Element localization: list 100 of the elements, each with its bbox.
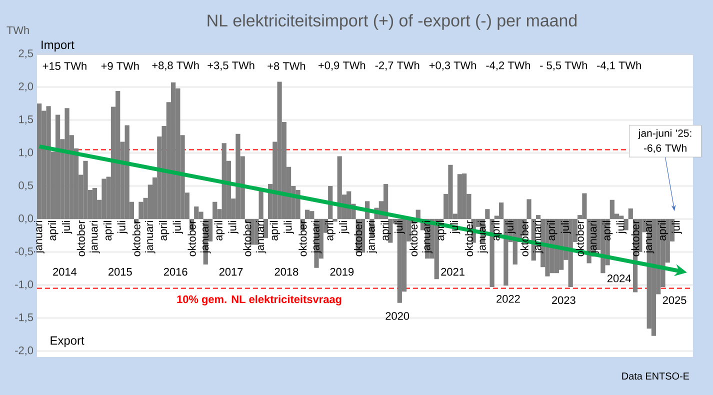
x-tick-label: oktober bbox=[409, 220, 418, 256]
text: Import bbox=[42, 40, 74, 52]
annotation: 2017 bbox=[219, 268, 243, 276]
bar bbox=[170, 82, 176, 220]
bar bbox=[37, 104, 42, 220]
x-tick-label: juli bbox=[172, 220, 184, 234]
x-tick-label: juli bbox=[450, 220, 460, 234]
x-tick-label: januari bbox=[422, 220, 432, 254]
annotation: +3,5 TWh bbox=[208, 61, 254, 71]
annotation: 2020 bbox=[386, 312, 410, 320]
x-tick-label: april bbox=[602, 220, 613, 240]
bar bbox=[498, 202, 504, 220]
x-tick-label: januari bbox=[34, 220, 44, 254]
bar bbox=[304, 210, 310, 220]
x-tick-label: januari bbox=[311, 220, 322, 254]
annotation: +9 TWh bbox=[101, 62, 139, 70]
y-tick-label: -1,5 bbox=[15, 314, 34, 322]
annotation: 2019 bbox=[330, 268, 354, 276]
bar bbox=[536, 215, 541, 220]
annotation: +8 TWh bbox=[268, 62, 306, 70]
x-tick-label: oktober bbox=[132, 220, 140, 256]
x-tick-label: april bbox=[492, 220, 502, 240]
y-tick-label: 1,0 bbox=[19, 148, 34, 158]
annotation: 2021 bbox=[441, 268, 464, 276]
x-tick-label: juli bbox=[672, 220, 682, 234]
bar bbox=[258, 190, 264, 220]
x-tick-label: april bbox=[104, 220, 114, 240]
x-tick-label: april bbox=[48, 220, 58, 240]
x-tick-label: oktober bbox=[520, 220, 528, 256]
x-tick-label: april bbox=[547, 220, 558, 240]
x-tick-label: juli bbox=[616, 220, 627, 234]
annotation: +15 TWh bbox=[42, 62, 86, 70]
annotation: -4,1 TWh bbox=[597, 61, 641, 71]
x-tick-label: april bbox=[380, 220, 391, 240]
annotation: 2025 bbox=[662, 296, 686, 304]
x-tick-label: januari bbox=[366, 220, 378, 254]
annotation: 2015 bbox=[108, 268, 132, 276]
x-tick-label: oktober bbox=[464, 220, 473, 256]
bar bbox=[263, 219, 268, 238]
x-tick-label: januari bbox=[200, 220, 211, 254]
annotation: jan-juni '25: -6,6 TWh bbox=[638, 129, 692, 154]
x-tick-label: oktober bbox=[354, 220, 362, 256]
annotation: 2023 bbox=[552, 296, 576, 304]
bar bbox=[457, 174, 462, 220]
y-tick-label: -2,0 bbox=[15, 346, 34, 356]
x-tick-label: januari bbox=[256, 220, 266, 254]
annotation: 2022 bbox=[496, 294, 520, 303]
x-tick-label: juli bbox=[560, 220, 572, 234]
x-tick-label: juli bbox=[228, 220, 238, 234]
x-tick-label: oktober bbox=[188, 220, 196, 256]
chart-title: NL elektriciteitsimport (+) of -export (-) per maand bbox=[208, 14, 577, 30]
bar bbox=[485, 209, 490, 220]
x-tick-label: juli bbox=[62, 220, 72, 234]
annotation: +0,3 TWh bbox=[429, 61, 476, 71]
y-tick-label: 0,5 bbox=[18, 181, 34, 191]
x-tick-label: oktober bbox=[576, 220, 584, 256]
x-tick-label: januari bbox=[644, 220, 654, 254]
bar bbox=[55, 114, 60, 220]
y-tick-label: -1,0 bbox=[15, 280, 34, 290]
x-tick-label: april bbox=[325, 220, 336, 240]
annotation: +0,9 TWh bbox=[318, 61, 366, 71]
annotation: Export bbox=[50, 336, 84, 348]
y-tick-label: 1,5 bbox=[19, 116, 34, 124]
x-tick-label: juli bbox=[339, 220, 350, 234]
x-tick-label: april bbox=[436, 220, 446, 240]
x-tick-label: januari bbox=[533, 220, 544, 254]
ref-line-label: 10% gem. NL elektriciteitsvraag bbox=[177, 295, 342, 306]
y-tick-label: 0,0 bbox=[18, 214, 34, 224]
annotation: -2,7 TWh bbox=[375, 61, 420, 71]
text: Data ENTSO-E bbox=[622, 372, 690, 380]
x-tick-label: oktober bbox=[631, 220, 640, 256]
bar bbox=[92, 188, 98, 220]
bar bbox=[526, 199, 532, 220]
bar bbox=[624, 219, 628, 230]
annotation: - 5,5 TWh bbox=[540, 61, 587, 71]
x-tick-label: januari bbox=[588, 220, 599, 254]
x-tick-label: april bbox=[270, 220, 280, 240]
x-tick-label: januari bbox=[145, 220, 156, 254]
y-tick-label: 2,5 bbox=[18, 49, 34, 59]
x-tick-label: juli bbox=[284, 220, 294, 234]
x-tick-label: juli bbox=[117, 220, 128, 234]
bar bbox=[332, 219, 338, 222]
x-tick-label: januari bbox=[478, 220, 488, 254]
x-tick-label: oktober bbox=[76, 220, 85, 256]
y-tick-label: -0,5 bbox=[15, 247, 34, 257]
annotation: 2016 bbox=[164, 268, 188, 276]
x-tick-label: oktober bbox=[243, 220, 252, 256]
x-tick-label: april bbox=[658, 220, 668, 240]
x-tick-label: januari bbox=[90, 220, 100, 254]
y-tick-label: 2,0 bbox=[18, 82, 34, 92]
y-axis-title: TWh bbox=[6, 26, 29, 34]
annotation: 2014 bbox=[53, 268, 77, 276]
x-tick-label: juli bbox=[394, 220, 405, 234]
bar bbox=[628, 208, 633, 220]
x-tick-label: april bbox=[158, 220, 170, 240]
x-tick-label: oktober bbox=[298, 220, 307, 256]
x-tick-label: juli bbox=[505, 220, 516, 234]
annotation: 2024 bbox=[607, 274, 631, 282]
x-tick-label: april bbox=[214, 220, 225, 240]
annotation: -4,2 TWh bbox=[486, 61, 530, 71]
